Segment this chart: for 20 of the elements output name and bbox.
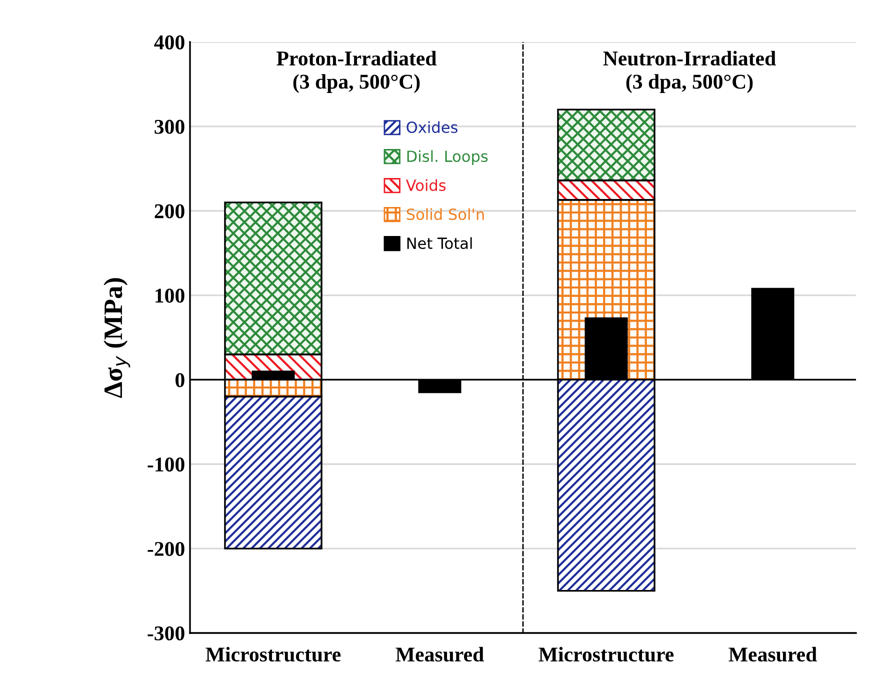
y-tick-label: 300 [154,120,184,134]
annotation: Neutron-Irradiated (3 dpa, 500°C) [603,50,776,93]
x-tick-label: Measured [728,646,817,662]
y-tick-label: 100 [156,288,184,303]
legend-label: Net Total [407,237,472,250]
legend-label: Voids [406,179,446,192]
y-tick-label: -200 [148,542,184,556]
x-tick-label: Measured [396,646,484,662]
y-tick-label: -300 [148,626,184,640]
y-tick-label: 200 [154,204,184,218]
y-tick-label: 0 [176,373,184,388]
legend-label: Oxides [406,121,458,134]
y-tick-label: 400 [154,35,184,50]
x-tick-label: Microstructure [538,646,674,662]
legend-label: Disl. Loops [407,150,488,166]
x-tick-label: Microstructure [206,646,341,662]
legend-label: Solid Sol'n [406,208,484,220]
y-tick-label: -100 [148,458,184,472]
y-axis-title: Δσ$_{y}$ (MPa) [104,278,130,398]
annotation: Proton-Irradiated (3 dpa, 500°C) [276,50,437,93]
